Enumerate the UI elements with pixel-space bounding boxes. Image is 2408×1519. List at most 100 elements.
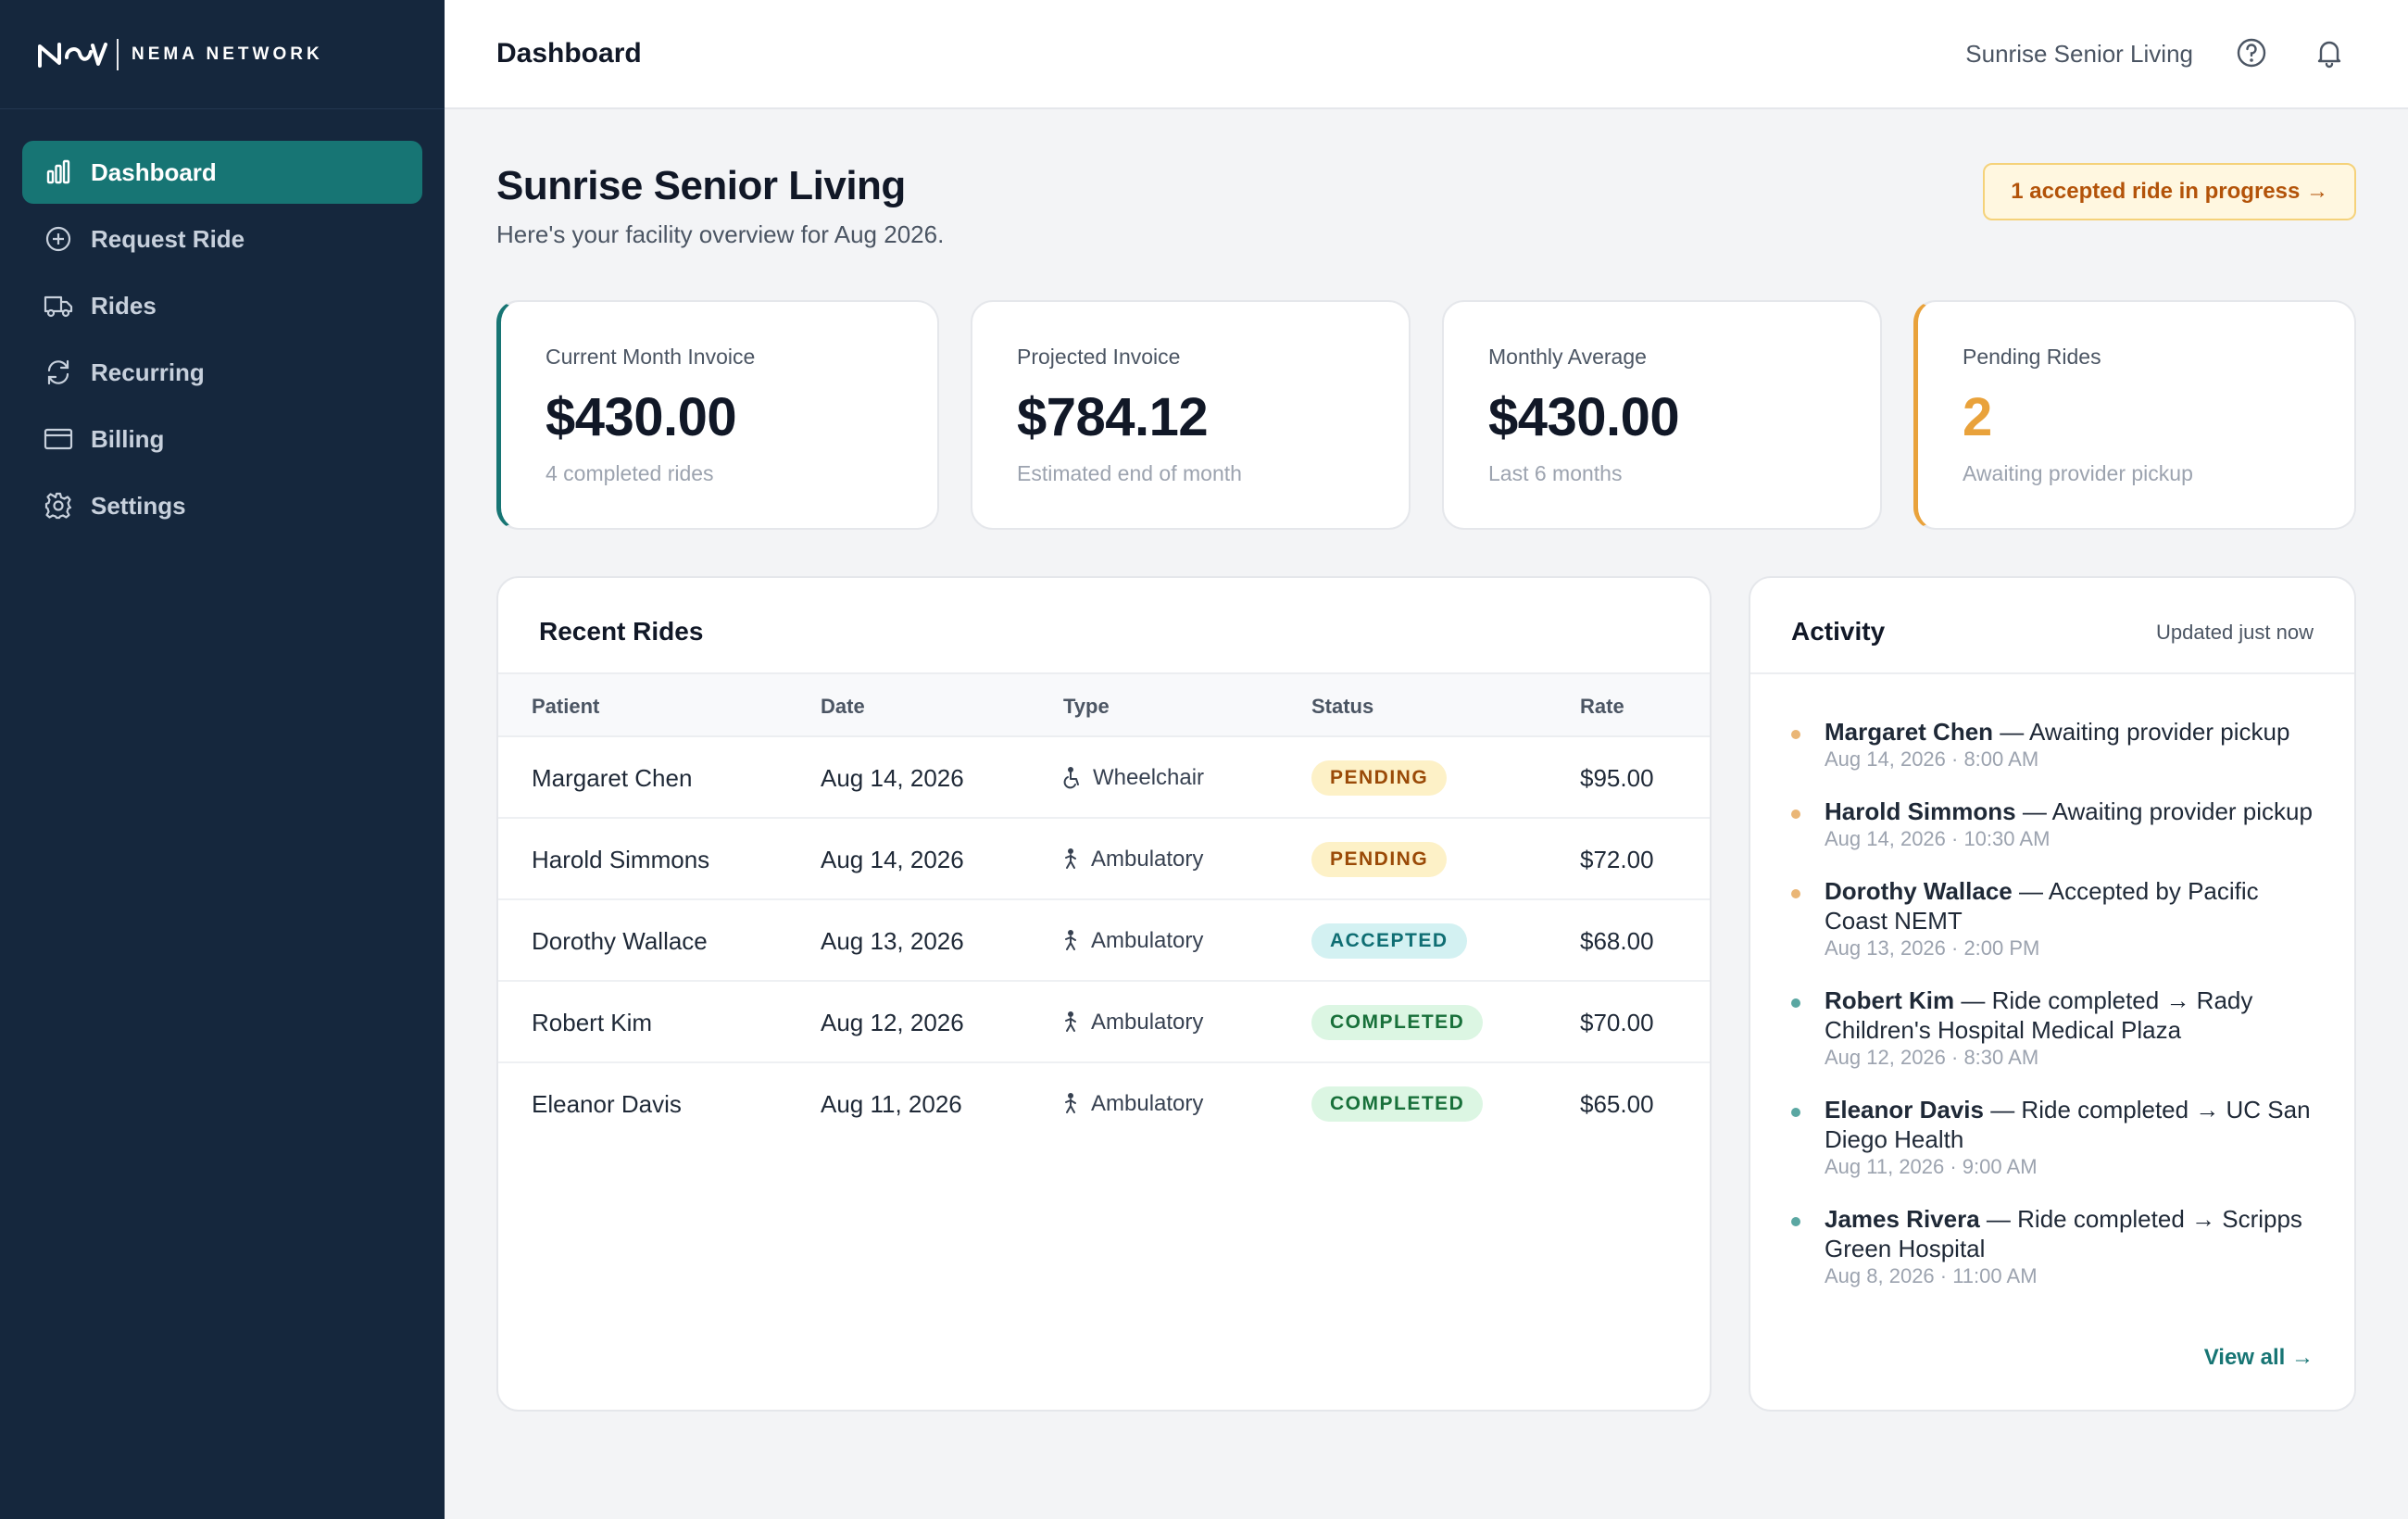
ride-in-progress-banner[interactable]: 1 accepted ride in progress →	[1983, 163, 2356, 220]
stat-value: $430.00	[1488, 387, 1680, 447]
cell-type-label: Ambulatory	[1091, 1010, 1204, 1035]
cell-type: Ambulatory	[1063, 1063, 1203, 1145]
table-row[interactable]: Margaret Chen Aug 14, 2026 Wheelchair PENDI…	[498, 737, 1710, 819]
sidebar-item-recurring[interactable]: Recurring	[22, 341, 422, 404]
credit-card-icon	[43, 423, 74, 455]
activity-description: — Awaiting provider pickup	[2015, 797, 2313, 825]
help-circle-icon[interactable]	[2236, 37, 2267, 73]
stat-note: Estimated end of month	[1017, 461, 1242, 485]
recent-rides-title: Recent Rides	[539, 617, 704, 646]
activity-item[interactable]: Dorothy Wallace — Accepted by Pacific Co…	[1791, 876, 2319, 961]
stat-card-pending-rides[interactable]: Pending Rides 2 Awaiting provider pickup	[1913, 300, 2356, 530]
facility-name[interactable]: Sunrise Senior Living	[1965, 39, 2193, 68]
cell-rate: $65.00	[1580, 1089, 1654, 1118]
stat-value: $784.12	[1017, 387, 1209, 447]
gear-icon	[43, 490, 74, 521]
status-dot-icon	[1791, 998, 1800, 1008]
status-badge: ACCEPTED	[1311, 923, 1467, 959]
view-all-link[interactable]: View all →	[2203, 1345, 2314, 1370]
cell-patient: Harold Simmons	[532, 845, 710, 873]
activity-text: Dorothy Wallace — Accepted by Pacific Co…	[1825, 876, 2319, 935]
cell-type: Ambulatory	[1063, 819, 1203, 900]
column-header-rate[interactable]: Rate	[1580, 695, 1624, 718]
sidebar-item-label: Settings	[91, 491, 186, 520]
activity-patient: Eleanor Davis	[1825, 1096, 1984, 1124]
cell-type-label: Ambulatory	[1091, 1091, 1204, 1116]
sidebar-item-rides[interactable]: Rides	[22, 274, 422, 337]
activity-timestamp: Aug 13, 2026 · 2:00 PM	[1825, 936, 2040, 960]
activity-item[interactable]: Robert Kim — Ride completed → Rady Child…	[1791, 985, 2319, 1071]
sidebar-item-dashboard[interactable]: Dashboard	[22, 141, 422, 204]
cell-date: Aug 14, 2026	[821, 845, 964, 873]
cell-rate: $95.00	[1580, 763, 1654, 792]
cell-type-label: Ambulatory	[1091, 928, 1204, 953]
status-badge: COMPLETED	[1311, 1005, 1484, 1040]
status-badge: PENDING	[1311, 842, 1448, 877]
activity-updated: Updated just now	[2156, 621, 2314, 644]
sidebar-item-billing[interactable]: Billing	[22, 408, 422, 471]
column-header-date[interactable]: Date	[821, 695, 865, 718]
page-title: Sunrise Senior Living	[496, 163, 906, 208]
cell-date: Aug 12, 2026	[821, 1008, 964, 1036]
sidebar-item-label: Recurring	[91, 358, 205, 386]
cell-rate: $72.00	[1580, 845, 1654, 873]
activity-item[interactable]: Harold Simmons — Awaiting provider picku…	[1791, 797, 2319, 852]
status-dot-icon	[1791, 810, 1800, 819]
sidebar-nav: Dashboard Request Ride Rides Recurring B…	[0, 109, 445, 537]
status-badge: COMPLETED	[1311, 1086, 1484, 1122]
cell-status: COMPLETED	[1311, 982, 1484, 1063]
stat-label: Projected Invoice	[1017, 345, 1181, 369]
activity-item[interactable]: Eleanor Davis — Ride completed → UC San …	[1791, 1095, 2319, 1180]
activity-text: Margaret Chen — Awaiting provider pickup	[1825, 717, 2319, 747]
activity-title: Activity	[1791, 617, 1886, 646]
column-header-type[interactable]: Type	[1063, 695, 1110, 718]
activity-patient: Dorothy Wallace	[1825, 877, 2013, 905]
status-badge: PENDING	[1311, 760, 1448, 796]
stats-row: Current Month Invoice $430.00 4 complete…	[496, 300, 2356, 530]
brand[interactable]: NEMA NETWORK	[0, 0, 445, 109]
table-row[interactable]: Dorothy Wallace Aug 13, 2026 Ambulatory ACC…	[498, 900, 1710, 982]
activity-patient: Robert Kim	[1825, 986, 1955, 1014]
stat-card-projected-invoice[interactable]: Projected Invoice $784.12 Estimated end …	[971, 300, 1411, 530]
cell-status: PENDING	[1311, 819, 1448, 900]
wheelchair-icon	[1063, 767, 1080, 789]
activity-item[interactable]: Margaret Chen — Awaiting provider pickup…	[1791, 717, 2319, 772]
main-content: Sunrise Senior Living Here's your facili…	[445, 109, 2408, 1519]
cell-date: Aug 13, 2026	[821, 926, 964, 955]
table-row[interactable]: Robert Kim Aug 12, 2026 Ambulatory COMPLETE…	[498, 982, 1710, 1063]
bell-icon[interactable]	[2314, 37, 2345, 73]
column-header-status[interactable]: Status	[1311, 695, 1374, 718]
cell-patient: Eleanor Davis	[532, 1089, 682, 1118]
sidebar-item-label: Request Ride	[91, 224, 245, 253]
activity-timestamp: Aug 14, 2026 · 10:30 AM	[1825, 827, 2051, 850]
nema-logo-icon	[38, 42, 107, 68]
cell-date: Aug 11, 2026	[821, 1089, 962, 1118]
column-header-patient[interactable]: Patient	[532, 695, 600, 718]
stat-value: $430.00	[546, 387, 737, 447]
sidebar-item-label: Rides	[91, 291, 157, 320]
walking-icon	[1063, 1093, 1078, 1115]
page-subtitle: Here's your facility overview for Aug 20…	[496, 220, 945, 248]
activity-description: — Accepted by Pacific Coast NEMT	[1825, 877, 2259, 935]
activity-item[interactable]: James Rivera — Ride completed → Scripps …	[1791, 1204, 2319, 1289]
refresh-icon	[43, 357, 74, 388]
activity-description: — Ride completed → Scripps Green Hospita…	[1825, 1205, 2302, 1262]
activity-timestamp: Aug 14, 2026 · 8:00 AM	[1825, 747, 2039, 771]
activity-timestamp: Aug 11, 2026 · 9:00 AM	[1825, 1155, 2038, 1178]
walking-icon	[1063, 1011, 1078, 1034]
sidebar: NEMA NETWORK Dashboard Request Ride Ride…	[0, 0, 445, 1519]
sidebar-item-request-ride[interactable]: Request Ride	[22, 207, 422, 270]
sidebar-item-settings[interactable]: Settings	[22, 474, 422, 537]
stat-card-monthly-average[interactable]: Monthly Average $430.00 Last 6 months	[1442, 300, 1882, 530]
plus-circle-icon	[43, 223, 74, 255]
stat-card-current-invoice[interactable]: Current Month Invoice $430.00 4 complete…	[496, 300, 939, 530]
activity-card: Activity Updated just now Margaret Chen …	[1749, 576, 2356, 1412]
activity-patient: James Rivera	[1825, 1205, 1980, 1233]
stat-note: Awaiting provider pickup	[1963, 461, 2193, 485]
table-row[interactable]: Harold Simmons Aug 14, 2026 Ambulatory PEND…	[498, 819, 1710, 900]
cell-type: Ambulatory	[1063, 982, 1203, 1063]
stat-value: 2	[1963, 387, 1992, 447]
sidebar-item-label: Dashboard	[91, 157, 217, 186]
table-row[interactable]: Eleanor Davis Aug 11, 2026 Ambulatory COMPL…	[498, 1063, 1710, 1145]
top-bar-title: Dashboard	[496, 38, 642, 69]
